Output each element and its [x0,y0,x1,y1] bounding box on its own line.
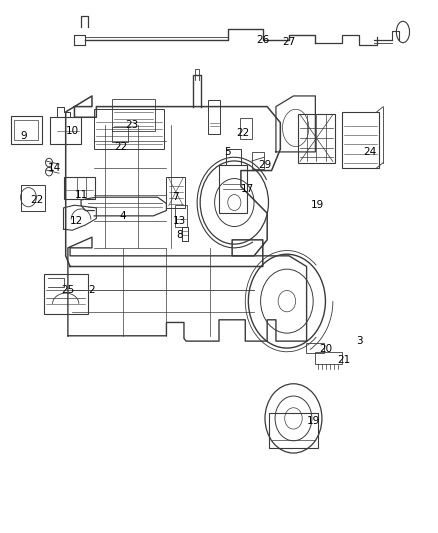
Bar [166,177,185,208]
Text: 22: 22 [31,195,44,205]
Bar [112,99,155,131]
Text: 23: 23 [125,120,138,130]
Bar [14,120,38,140]
Bar [252,152,264,169]
Bar [240,118,252,139]
Bar [208,100,220,134]
Bar [44,274,88,314]
Text: 12: 12 [70,216,83,226]
Text: 9: 9 [21,131,28,141]
Text: 5: 5 [224,147,231,157]
Bar [11,116,42,144]
Text: 29: 29 [258,160,272,170]
Text: 20: 20 [320,344,333,354]
Bar [50,117,81,144]
Text: 11: 11 [74,190,88,199]
Text: 19: 19 [311,200,324,210]
Text: 19: 19 [307,416,320,426]
Text: 25: 25 [61,286,74,295]
Text: 27: 27 [283,37,296,46]
Bar [175,205,187,227]
Bar [94,109,164,149]
Text: 13: 13 [173,216,186,226]
Text: 24: 24 [364,147,377,157]
Text: 26: 26 [256,35,269,45]
Bar [306,343,324,353]
Bar [112,127,128,142]
Bar [64,177,95,199]
Text: 2: 2 [88,286,95,295]
Text: 7: 7 [172,192,179,202]
Bar [219,165,247,213]
Text: 3: 3 [356,336,363,346]
Text: 4: 4 [119,211,126,221]
Bar [298,114,335,163]
Bar [315,352,342,364]
Bar [342,112,379,168]
Text: 17: 17 [241,184,254,194]
Bar [269,413,318,448]
Text: 22: 22 [114,142,127,151]
Bar [21,185,45,211]
Text: 22: 22 [237,128,250,138]
Text: 21: 21 [337,355,350,365]
Text: 14: 14 [48,163,61,173]
Text: 8: 8 [176,230,183,239]
Text: 10: 10 [66,126,79,135]
